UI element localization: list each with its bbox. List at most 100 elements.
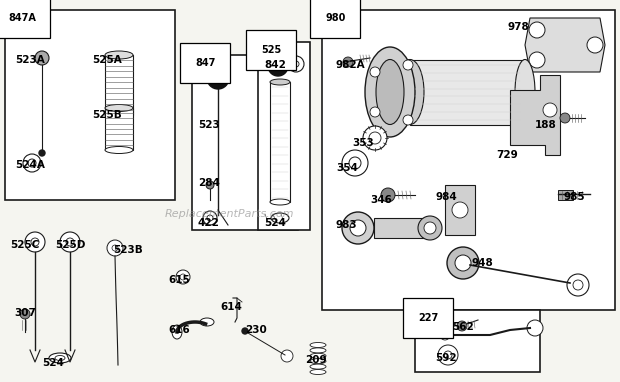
- Circle shape: [268, 56, 288, 76]
- Text: 284: 284: [198, 178, 220, 188]
- Text: 524: 524: [42, 358, 64, 368]
- Ellipse shape: [270, 199, 290, 205]
- Circle shape: [66, 238, 74, 246]
- Ellipse shape: [105, 105, 133, 112]
- Ellipse shape: [270, 79, 290, 85]
- Bar: [105, 55, 133, 115]
- Text: 980: 980: [325, 13, 345, 23]
- Bar: [374, 218, 429, 238]
- Circle shape: [440, 330, 450, 340]
- Ellipse shape: [105, 111, 133, 119]
- Text: 188: 188: [535, 120, 557, 130]
- Circle shape: [381, 188, 395, 202]
- Circle shape: [447, 247, 479, 279]
- Circle shape: [587, 37, 603, 53]
- Circle shape: [242, 328, 248, 334]
- Circle shape: [567, 274, 589, 296]
- Circle shape: [529, 22, 545, 38]
- Circle shape: [370, 67, 380, 77]
- Ellipse shape: [310, 348, 326, 353]
- Text: 525A: 525A: [92, 55, 122, 65]
- Circle shape: [31, 238, 39, 246]
- Text: 523B: 523B: [113, 245, 143, 255]
- Circle shape: [529, 52, 545, 68]
- Circle shape: [60, 232, 80, 252]
- Text: 307: 307: [14, 308, 36, 318]
- Bar: [192, 55, 298, 230]
- Ellipse shape: [310, 364, 326, 369]
- Text: 523A: 523A: [15, 55, 45, 65]
- Ellipse shape: [515, 60, 535, 125]
- Circle shape: [20, 309, 30, 319]
- Text: 525C: 525C: [10, 240, 40, 250]
- Text: 525D: 525D: [55, 240, 86, 250]
- Ellipse shape: [396, 60, 424, 125]
- Text: 978: 978: [508, 22, 529, 32]
- Circle shape: [455, 255, 471, 271]
- Text: 562: 562: [452, 322, 474, 332]
- Text: 842: 842: [264, 60, 286, 70]
- Text: 983: 983: [336, 220, 358, 230]
- Circle shape: [424, 222, 436, 234]
- Text: 948: 948: [472, 258, 494, 268]
- Text: 525B: 525B: [92, 110, 122, 120]
- Ellipse shape: [105, 51, 133, 59]
- Ellipse shape: [310, 369, 326, 374]
- Polygon shape: [525, 18, 605, 72]
- Bar: [322, 10, 615, 310]
- Text: 982A: 982A: [336, 60, 366, 70]
- Bar: [258, 42, 310, 230]
- Circle shape: [107, 240, 123, 256]
- Circle shape: [35, 51, 49, 65]
- Circle shape: [293, 61, 299, 67]
- Text: 353: 353: [352, 138, 374, 148]
- Text: 354: 354: [336, 163, 358, 173]
- Circle shape: [112, 245, 118, 251]
- Ellipse shape: [365, 47, 415, 137]
- Text: ReplacementParts.com: ReplacementParts.com: [165, 209, 294, 219]
- Ellipse shape: [200, 318, 214, 326]
- Polygon shape: [445, 185, 475, 235]
- Text: 847A: 847A: [8, 13, 36, 23]
- Circle shape: [342, 150, 368, 176]
- Text: 524: 524: [264, 218, 286, 228]
- Circle shape: [207, 215, 213, 221]
- Circle shape: [350, 220, 366, 236]
- Text: 615: 615: [168, 275, 190, 285]
- Circle shape: [25, 232, 45, 252]
- Circle shape: [342, 212, 374, 244]
- Ellipse shape: [271, 213, 289, 223]
- Circle shape: [438, 345, 458, 365]
- Ellipse shape: [105, 147, 133, 154]
- Ellipse shape: [310, 359, 326, 364]
- Circle shape: [543, 103, 557, 117]
- Bar: [410, 60, 525, 125]
- Circle shape: [206, 181, 214, 189]
- Text: 729: 729: [496, 150, 518, 160]
- Circle shape: [207, 67, 229, 89]
- Bar: [558, 190, 573, 200]
- Text: 592: 592: [435, 353, 456, 363]
- Text: 984: 984: [436, 192, 458, 202]
- Bar: [5, 10, 175, 200]
- Ellipse shape: [310, 343, 326, 348]
- Circle shape: [203, 211, 217, 225]
- Circle shape: [23, 154, 41, 172]
- Circle shape: [28, 159, 36, 167]
- Circle shape: [573, 280, 583, 290]
- Text: 209: 209: [305, 355, 327, 365]
- Circle shape: [180, 274, 186, 280]
- Text: 525: 525: [261, 45, 281, 55]
- Circle shape: [288, 56, 304, 72]
- Circle shape: [403, 60, 413, 70]
- Ellipse shape: [376, 60, 404, 125]
- Circle shape: [452, 202, 468, 218]
- Text: 523: 523: [198, 120, 219, 130]
- Circle shape: [418, 216, 442, 240]
- Circle shape: [39, 150, 45, 156]
- Circle shape: [176, 270, 190, 284]
- Circle shape: [370, 107, 380, 117]
- Ellipse shape: [55, 356, 65, 361]
- Circle shape: [560, 113, 570, 123]
- Circle shape: [349, 157, 361, 169]
